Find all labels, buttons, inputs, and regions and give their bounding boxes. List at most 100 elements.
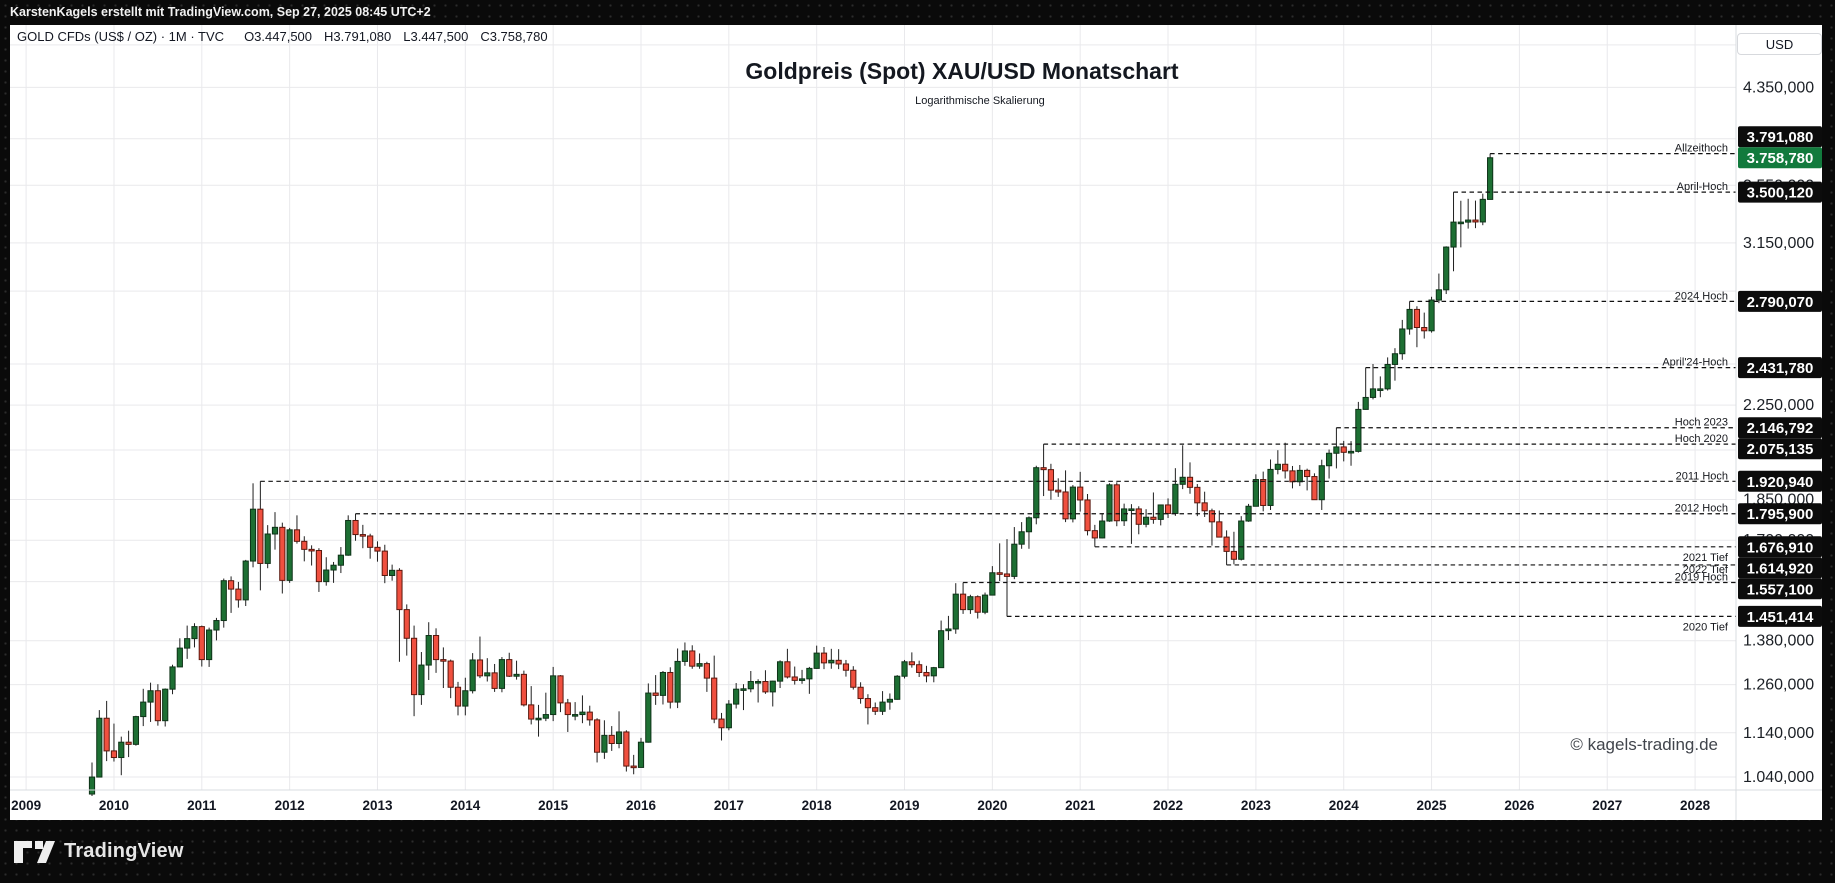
y-axis-label[interactable]: 1.140,000 [1743,725,1814,742]
candle-down [864,698,872,709]
x-axis-label[interactable]: 2012 [275,798,305,813]
candle-up [337,554,344,566]
candle-up [1355,408,1362,452]
x-axis-label[interactable]: 2023 [1241,798,1272,813]
candle-down [506,659,513,677]
candle-up [242,560,249,601]
candle-down [1340,446,1347,453]
x-axis-label[interactable]: 2025 [1417,798,1448,813]
price-level-badge [1738,290,1822,312]
candle-down [528,704,535,720]
candle-up [930,667,937,677]
candle-up [1399,328,1406,355]
candle-down [1062,491,1069,520]
candle-up [469,659,476,692]
x-axis-label[interactable]: 2024 [1329,798,1360,813]
ohlc-close: C3.758,780 [480,29,548,44]
candle-down [652,692,659,696]
candle-down [1216,521,1223,538]
candle-up [1450,221,1457,248]
candle-up [1428,299,1435,332]
x-axis-label[interactable]: 2011 [187,798,217,813]
candle-down [850,669,857,688]
x-axis-label[interactable]: 2028 [1680,798,1711,813]
candle-down [791,676,798,681]
candle-up [769,680,776,693]
candle-down [564,702,571,716]
candle-up [513,673,520,677]
candle-down [447,660,454,688]
candle-down [762,681,769,693]
candle-down [315,550,323,583]
price-level-badge-text: 1.920,940 [1747,474,1814,491]
candle-up [1274,463,1281,470]
x-axis-label[interactable]: 2027 [1592,798,1622,813]
x-axis-label[interactable]: 2020 [977,798,1007,813]
candle-down [1091,530,1098,539]
price-level-badge [1738,503,1822,525]
attribution-text: KarstenKagels erstellt mit TradingView.c… [10,5,431,19]
candle-down [835,659,842,665]
candle-down [842,663,850,671]
x-axis-label[interactable]: 2014 [450,798,481,813]
candle-up [345,519,352,556]
candle-up [886,698,893,703]
y-axis-label[interactable]: 3.150,000 [1743,235,1814,252]
chart-subtitle: Logarithmische Skalierung [915,95,1045,107]
price-level-badge-text: 1.676,910 [1747,539,1814,556]
currency-button[interactable]: USD [1737,33,1822,55]
candle-up [1121,508,1128,522]
candle-down [784,661,791,678]
x-axis-label[interactable]: 2017 [714,798,744,813]
candle-up [798,678,806,681]
x-axis-label[interactable]: 2010 [99,798,129,813]
candle-up [725,703,732,729]
candle-down [608,734,615,744]
candle-down [711,677,718,720]
candle-up [1479,198,1486,223]
candle-up [615,731,623,744]
candle-up [601,734,608,753]
candle-up [1384,363,1391,390]
x-axis-label[interactable]: 2022 [1153,798,1183,813]
price-level-badge-text: 2.431,780 [1747,360,1814,377]
candle-down [1289,470,1296,483]
candle-up [967,596,974,611]
annotation-label: 2011 Hoch [1676,470,1728,482]
y-axis-label[interactable]: 1.260,000 [1743,677,1814,694]
y-axis-label[interactable]: 1.380,000 [1743,633,1814,650]
candle-down [1472,219,1479,223]
y-axis-label[interactable]: 2.250,000 [1743,397,1814,414]
symbol-info-bar[interactable]: GOLD CFDs (US$ / OZ) · 1M · TVC O3.447,50… [17,29,560,44]
ohlc-open: O3.447,500 [244,29,313,44]
candle-down [908,661,915,666]
candle-up [755,681,762,684]
price-level-badge-text: 3.791,080 [1747,129,1814,146]
candle-down [996,572,1003,575]
x-axis-label[interactable]: 2019 [889,798,919,813]
x-axis-label[interactable]: 2016 [626,798,657,813]
y-axis-label[interactable]: 1.040,000 [1743,769,1814,786]
price-level-badge [1738,536,1822,558]
x-axis-label[interactable]: 2021 [1065,798,1096,813]
tradingview-brand-text[interactable]: TradingView [64,840,184,862]
tradingview-logo-icon[interactable] [13,839,55,865]
candle-up [952,593,959,630]
candle-down [923,671,930,677]
candle-down [959,593,967,611]
candle-down [916,664,923,673]
candle-up [1252,479,1259,507]
chart-title: Goldpreis (Spot) XAU/USD Monatschart [745,58,1179,84]
candle-up [1069,486,1076,520]
candle-up [1099,520,1106,539]
x-axis-label[interactable]: 2013 [362,798,393,813]
x-axis-label[interactable]: 2018 [802,798,833,813]
candle-up [1435,289,1442,301]
candle-up [1318,465,1325,501]
candle-up [989,572,996,596]
y-axis-label[interactable]: 4.350,000 [1743,79,1814,96]
x-axis-label[interactable]: 2015 [538,798,569,813]
x-axis-label[interactable]: 2026 [1504,798,1535,813]
x-axis-label[interactable]: 2009 [11,798,41,813]
